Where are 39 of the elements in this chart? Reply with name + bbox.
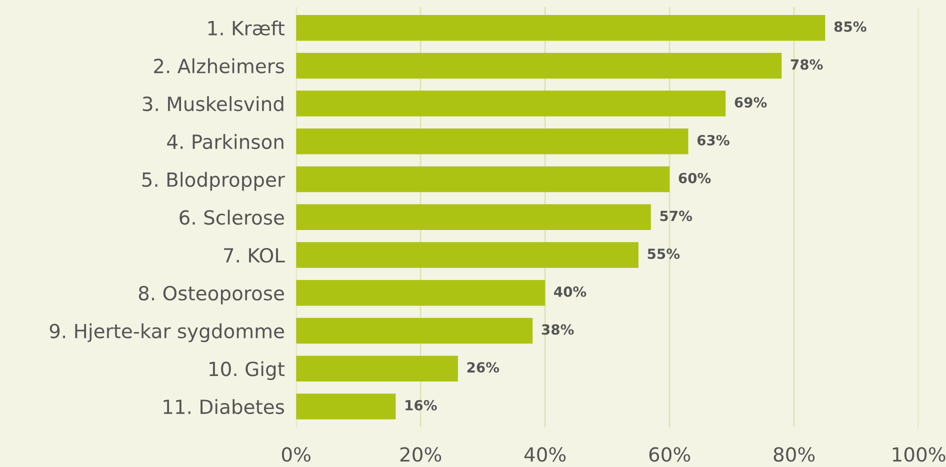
bar <box>296 318 533 344</box>
y-tick-label: 7. KOL <box>224 248 285 263</box>
y-tick-label: 3. Muskelsvind <box>142 96 284 112</box>
data-label: 78% <box>790 59 823 70</box>
bar <box>296 356 458 382</box>
data-label: 16% <box>406 400 437 411</box>
bar <box>296 128 688 154</box>
y-tick-label: 2. Alzheimers <box>154 58 284 74</box>
data-label: 60% <box>678 172 711 184</box>
y-tick-label: 6. Sclerose <box>180 210 284 225</box>
y-tick-label: 10. Gigt <box>210 361 285 380</box>
y-tick-label: 8. Osteoporose <box>138 286 284 304</box>
y-tick-label: 1. Kræft <box>208 20 285 36</box>
x-tick-label: 100% <box>892 447 946 462</box>
data-label: 26% <box>467 362 500 373</box>
data-label: 69% <box>734 97 767 108</box>
y-tick-label: 4. Parkinson <box>167 134 284 150</box>
x-tick-label: 0% <box>282 447 310 462</box>
x-tick-label: 80% <box>774 447 815 462</box>
bar <box>296 90 726 116</box>
bar <box>296 166 670 192</box>
data-label: 85% <box>834 21 866 32</box>
bar <box>296 14 826 41</box>
bar <box>296 52 782 79</box>
bar <box>296 394 396 420</box>
x-tick-label: 40% <box>524 447 566 462</box>
bar <box>296 280 546 306</box>
y-tick-label: 9. Hjerte-kar sygdomme <box>50 323 284 342</box>
data-label: 40% <box>554 286 586 297</box>
x-tick-label: 60% <box>649 447 690 462</box>
y-tick-label: 5. Blodpropper <box>142 172 285 191</box>
data-label: 57% <box>660 210 692 222</box>
data-label: 55% <box>648 248 680 260</box>
bar <box>296 242 638 268</box>
data-label: 63% <box>697 134 730 146</box>
x-tick-label: 20% <box>400 447 442 462</box>
data-label: 38% <box>542 324 574 335</box>
bar <box>296 204 651 230</box>
y-tick-label: 11. Diabetes <box>164 399 284 414</box>
